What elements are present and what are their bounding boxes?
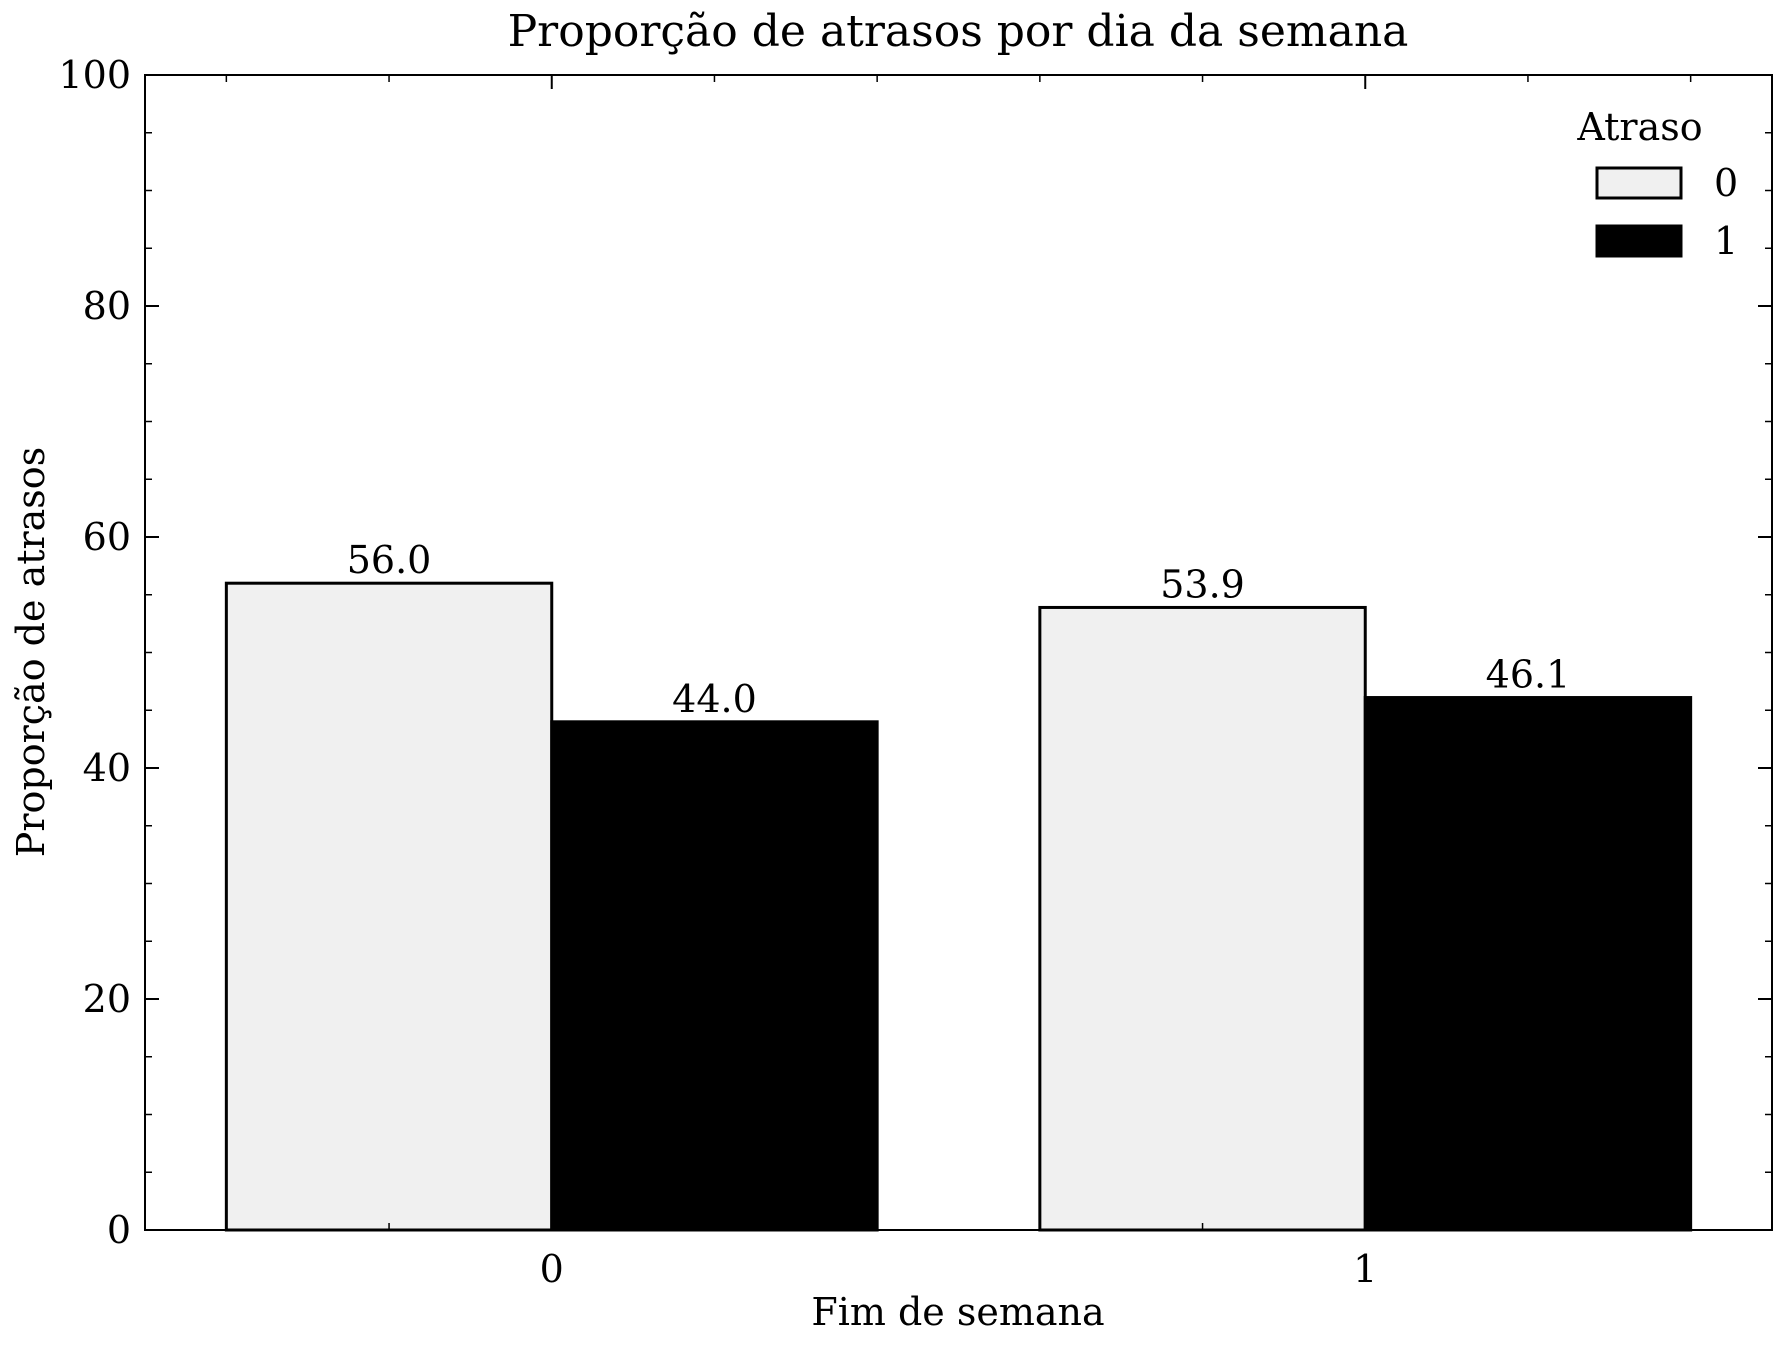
data-label-series-0-cat-0: 56.0 — [347, 538, 432, 582]
plot-area-frame — [144, 74, 1773, 1231]
y-tick-label: 60 — [83, 515, 131, 559]
data-label-series-0-cat-1: 53.9 — [1160, 562, 1245, 606]
x-tick-label: 0 — [540, 1247, 564, 1291]
data-label-series-1-cat-1: 46.1 — [1486, 653, 1571, 697]
bar-series-0-cat-1 — [1038, 605, 1367, 1232]
x-tick-label: 1 — [1353, 1247, 1377, 1291]
y-tick-label: 100 — [58, 53, 131, 97]
chart-title: Proporção de atrasos por dia da semana — [508, 6, 1409, 57]
legend-swatch-1 — [1595, 224, 1683, 258]
y-tick-label: 40 — [83, 746, 131, 790]
bar-series-1-cat-1 — [1363, 696, 1693, 1232]
y-tick-label: 0 — [107, 1208, 131, 1252]
legend-label-0: 0 — [1714, 161, 1738, 205]
bar-series-1-cat-0 — [550, 720, 879, 1232]
x-axis-label: Fim de semana — [811, 1290, 1104, 1334]
y-tick-label: 80 — [83, 284, 131, 328]
bar-series-0-cat-0 — [224, 581, 554, 1232]
legend: Atraso 01 — [1576, 105, 1738, 263]
legend-title: Atraso — [1576, 105, 1702, 149]
legend-label-1: 1 — [1714, 219, 1738, 263]
legend-swatch-0 — [1595, 166, 1683, 200]
legend-items: 01 — [1595, 161, 1738, 263]
y-axis-label: Proporção de atrasos — [9, 447, 53, 857]
bars-layer: 56.0 53.9 44.0 46.1 — [224, 538, 1693, 1232]
data-label-series-1-cat-0: 44.0 — [672, 677, 757, 721]
y-tick-label: 20 — [83, 977, 131, 1021]
